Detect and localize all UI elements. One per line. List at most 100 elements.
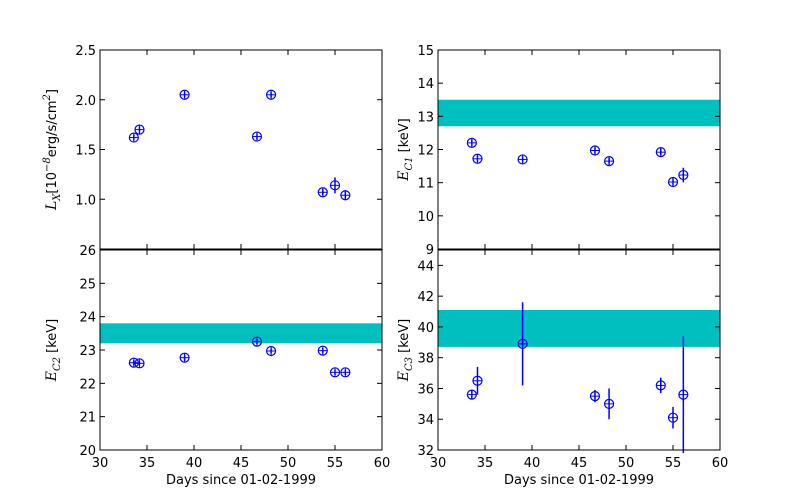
data-point [589, 390, 601, 403]
y-axis-label-subscript: C2 [52, 357, 63, 371]
y-axis-label-units-exponent: 2 [42, 94, 53, 101]
y-tick-label: 36 [417, 382, 434, 397]
x-tick-label: 35 [477, 456, 494, 471]
data-point [466, 389, 477, 400]
reference-band [438, 99, 720, 127]
data-point [251, 336, 263, 347]
y-tick-label: 44 [417, 259, 434, 274]
y-axis-label-symbol: E [396, 371, 412, 382]
y-tick-label: 2.5 [75, 44, 96, 59]
y-tick-label: 38 [417, 352, 434, 367]
axes-frame [99, 49, 383, 250]
y-tick-label: 10 [417, 210, 434, 225]
y-axis-label-symbol: L [44, 201, 60, 211]
data-point [667, 406, 679, 429]
data-point [329, 367, 341, 378]
y-tick-label: 34 [417, 413, 434, 428]
x-tick-label: 30 [430, 456, 447, 471]
data-point [603, 388, 615, 420]
data-point [128, 357, 139, 368]
axes-frame [437, 249, 721, 451]
y-tick-label: 26 [79, 244, 96, 259]
data-point [517, 302, 528, 386]
y-tick-label: 1.5 [75, 144, 96, 159]
y-tick-label: 9 [426, 243, 434, 258]
data-point [466, 137, 477, 148]
data-point [251, 131, 263, 142]
y-tick-label: 20 [79, 444, 96, 459]
x-tick-label: 60 [712, 456, 729, 471]
x-tick-label: 50 [618, 456, 635, 471]
x-axis-label: Days since 01-02-1999 [504, 473, 654, 488]
x-tick-label: 45 [571, 456, 588, 471]
x-tick-label: 55 [327, 456, 344, 471]
y-tick-label: 42 [417, 290, 434, 305]
data-point [128, 132, 139, 143]
y-tick-label: 13 [417, 110, 434, 125]
y-axis-label: EC3 [keV] [396, 319, 415, 382]
panel-bottom-right: 30 35 40 45 50 55 60 32 34 36 38 40 42 44 Days since 0… [396, 249, 729, 488]
data-point [329, 177, 341, 194]
y-axis-label-text: [keV] [45, 319, 60, 357]
y-axis-label-text: [keV] [397, 319, 412, 357]
data-point [134, 358, 145, 369]
y-tick-label: 22 [79, 377, 96, 392]
data-point [517, 154, 528, 165]
data-point [678, 167, 689, 183]
x-axis-label: Days since 01-02-1999 [166, 473, 316, 488]
axes-frame [99, 249, 383, 451]
y-tick-label: 25 [79, 277, 96, 292]
data-point [179, 89, 190, 100]
y-axis-label: EC1 [keV] [396, 118, 415, 181]
y-axis-label-text: [10 [45, 172, 60, 194]
y-axis-label-symbol: E [396, 171, 412, 182]
y-tick-label: 24 [79, 311, 96, 326]
y-tick-label: 11 [417, 177, 434, 192]
data-point [134, 124, 145, 135]
panel-top-left: 1.0 1.5 2.0 2.5 LX[10−8erg/s/cm2] [42, 44, 383, 250]
data-point [265, 345, 277, 357]
y-tick-label: 15 [417, 44, 434, 59]
y-tick-label: 40 [417, 321, 434, 336]
data-point [317, 187, 328, 198]
data-point [265, 89, 277, 100]
data-point [655, 377, 666, 394]
y-axis-label-exponent: −8 [42, 157, 53, 172]
data-point [678, 336, 689, 454]
x-tick-label: 55 [665, 456, 682, 471]
y-axis-label: EC2 [keV] [44, 319, 63, 382]
data-point [603, 156, 615, 167]
y-tick-label: 14 [417, 77, 434, 92]
x-tick-label: 40 [524, 456, 541, 471]
data-point [655, 147, 666, 158]
y-tick-label: 2.0 [75, 94, 96, 109]
y-axis-label-subscript: X [52, 193, 63, 202]
y-tick-label: 21 [79, 411, 96, 426]
x-tick-label: 30 [92, 456, 109, 471]
data-point [317, 345, 328, 356]
axes-frame [437, 49, 721, 250]
reference-band [100, 323, 382, 344]
y-axis-label: LX[10−8erg/s/cm2] [42, 89, 63, 211]
y-axis-label-units: erg/s/cm [45, 100, 60, 157]
panel-bottom-left: 30 35 40 45 50 55 60 20 21 22 23 24 25 26 Days since 0… [44, 244, 390, 488]
data-point [667, 176, 679, 188]
data-point [340, 190, 351, 201]
y-tick-label: 32 [417, 444, 434, 459]
x-tick-label: 60 [374, 456, 391, 471]
y-tick-label: 12 [417, 144, 434, 159]
y-axis-label-subscript: C1 [404, 156, 415, 170]
data-point [472, 366, 483, 395]
x-tick-label: 35 [139, 456, 156, 471]
x-tick-label: 50 [280, 456, 297, 471]
data-point [179, 352, 190, 363]
x-tick-label: 45 [233, 456, 250, 471]
panel-top-right: 9 10 11 12 13 14 15 EC1 [keV] [396, 44, 721, 258]
y-axis-label-subscript: C3 [404, 357, 415, 371]
y-axis-label-text: [keV] [397, 118, 412, 156]
y-axis-label-close: ] [45, 89, 60, 94]
reference-band [438, 310, 720, 347]
x-tick-label: 40 [186, 456, 203, 471]
y-tick-label: 1.0 [75, 193, 96, 208]
